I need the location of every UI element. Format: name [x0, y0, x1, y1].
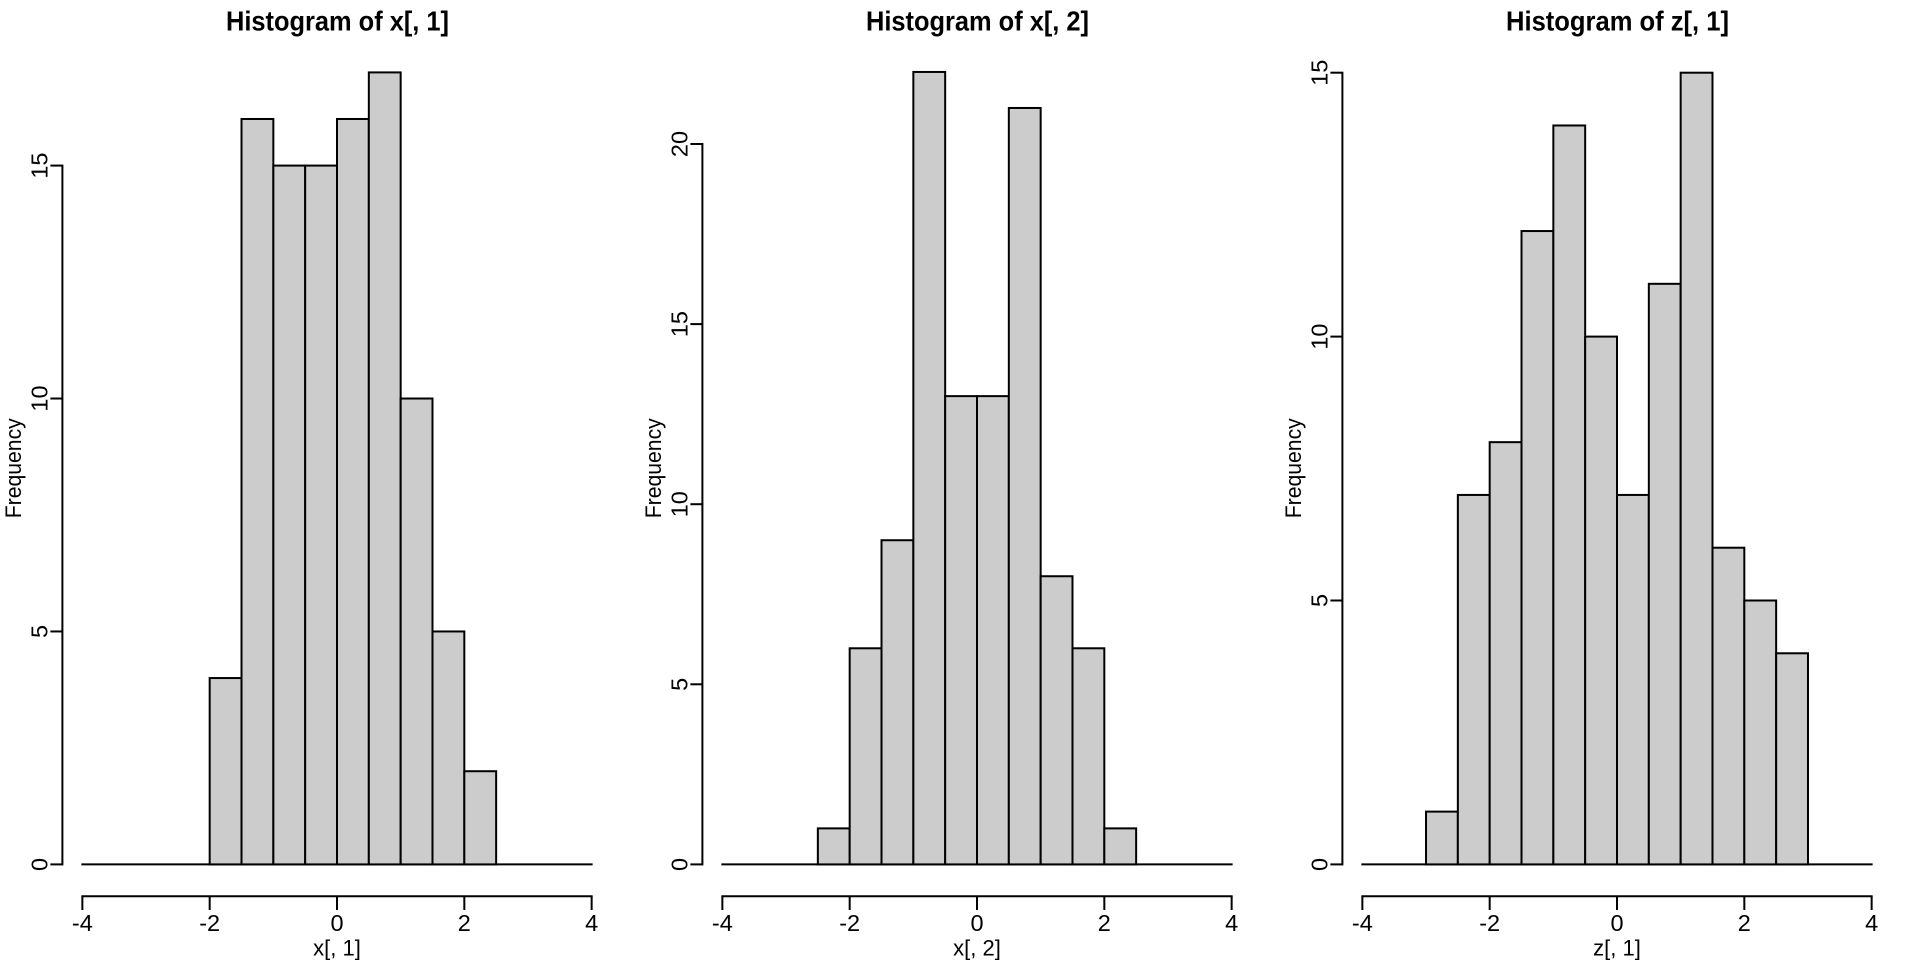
svg-text:15: 15: [1306, 60, 1332, 86]
svg-text:4: 4: [1225, 910, 1238, 936]
svg-text:-4: -4: [72, 910, 93, 936]
svg-text:-2: -2: [839, 910, 860, 936]
svg-text:2: 2: [458, 910, 471, 936]
svg-text:15: 15: [26, 153, 52, 179]
svg-text:10: 10: [666, 491, 692, 517]
svg-text:10: 10: [1306, 324, 1332, 350]
svg-text:0: 0: [26, 858, 52, 871]
svg-text:Frequency: Frequency: [641, 418, 666, 518]
svg-text:5: 5: [26, 625, 52, 638]
svg-text:5: 5: [666, 678, 692, 691]
svg-text:2: 2: [1098, 910, 1111, 936]
svg-text:Frequency: Frequency: [1, 418, 26, 518]
svg-text:Histogram of x[, 2]: Histogram of x[, 2]: [866, 5, 1089, 36]
svg-text:z[, 1]: z[, 1]: [1593, 936, 1641, 960]
svg-text:x[, 1]: x[, 1]: [313, 936, 361, 960]
svg-text:10: 10: [26, 385, 52, 411]
svg-text:-2: -2: [1479, 910, 1500, 936]
svg-text:15: 15: [666, 311, 692, 337]
svg-text:-4: -4: [1352, 910, 1373, 936]
svg-text:0: 0: [970, 910, 983, 936]
svg-text:x[, 2]: x[, 2]: [953, 936, 1001, 960]
svg-text:5: 5: [1306, 594, 1332, 607]
svg-text:20: 20: [666, 131, 692, 157]
svg-text:Histogram of x[, 1]: Histogram of x[, 1]: [226, 5, 449, 36]
svg-text:-2: -2: [199, 910, 220, 936]
svg-text:0: 0: [1610, 910, 1623, 936]
svg-text:4: 4: [1865, 910, 1878, 936]
svg-text:Histogram of z[, 1]: Histogram of z[, 1]: [1506, 5, 1729, 36]
svg-text:0: 0: [1306, 858, 1332, 871]
svg-text:2: 2: [1738, 910, 1751, 936]
svg-text:0: 0: [330, 910, 343, 936]
svg-text:Frequency: Frequency: [1281, 418, 1306, 518]
svg-text:0: 0: [666, 858, 692, 871]
svg-text:4: 4: [585, 910, 598, 936]
svg-text:-4: -4: [712, 910, 733, 936]
